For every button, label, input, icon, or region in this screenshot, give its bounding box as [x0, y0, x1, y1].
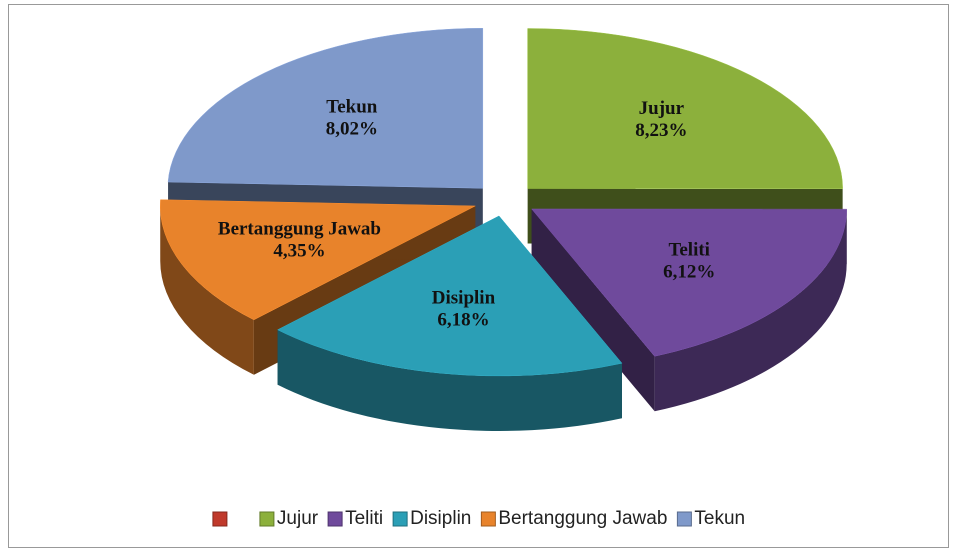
- legend-label: Tekun: [694, 508, 745, 529]
- slice-top: [531, 208, 847, 357]
- slice-edge: [160, 205, 254, 375]
- slice-value-label: 8,02%: [326, 118, 378, 139]
- legend-label: Jujur: [277, 508, 319, 529]
- legend-swatch: [212, 511, 228, 527]
- legend-swatch: [392, 511, 408, 527]
- slice-top: [159, 199, 476, 321]
- legend-swatch: [259, 511, 275, 527]
- legend-swatch: [676, 511, 692, 527]
- slice-value-label: 8,23%: [635, 120, 687, 141]
- slice-label: Bertanggung Jawab: [218, 219, 381, 240]
- slice-label: Tekun: [326, 96, 377, 117]
- slice-top: [167, 28, 484, 189]
- legend-label: Bertanggung Jawab: [498, 508, 667, 529]
- slice-side: [531, 208, 655, 412]
- pie-slice: [277, 215, 623, 431]
- slice-edge: [654, 209, 847, 412]
- legend-label: Teliti: [345, 508, 383, 529]
- slice-label: Disiplin: [432, 288, 496, 309]
- slice-edge: [277, 329, 622, 431]
- slice-label: Jujur: [639, 98, 685, 119]
- slice-label: Teliti: [668, 239, 710, 260]
- legend-label: Disiplin: [410, 508, 471, 529]
- slice-value-label: 6,12%: [663, 261, 715, 282]
- pie-slice: [531, 208, 847, 412]
- slice-top: [527, 28, 843, 189]
- legend-swatch: [327, 511, 343, 527]
- legend: Jujur Teliti Disiplin Bertanggung Jawab Teku…: [212, 508, 745, 529]
- legend-swatch: [480, 511, 496, 527]
- slice-top: [277, 215, 623, 377]
- slice-value-label: 6,18%: [437, 310, 489, 331]
- slice-value-label: 4,35%: [273, 241, 325, 262]
